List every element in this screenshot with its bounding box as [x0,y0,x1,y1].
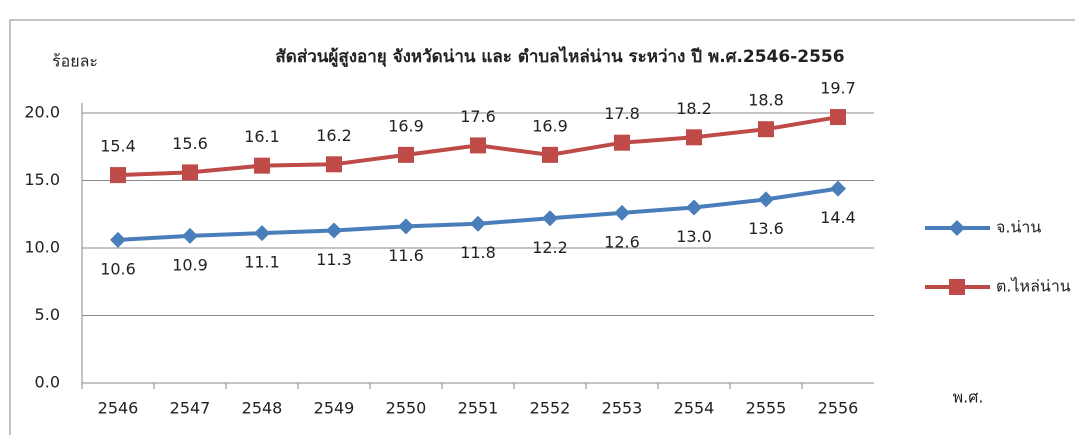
x-tick-label: 2546 [98,399,139,418]
data-point [542,210,558,227]
legend-label: ต.ไหล่น่าน [996,277,1071,296]
x-tick-label: 2555 [746,399,787,418]
x-tick-label: 2552 [530,399,571,418]
data-point [110,231,126,248]
data-label: 19.7 [820,79,856,98]
y-axis-label: ร้อยละ [52,52,98,71]
data-label: 10.9 [172,255,208,274]
data-label: 11.3 [316,250,352,269]
legend-label: จ.น่าน [996,218,1041,237]
data-point [542,146,558,163]
data-point [614,204,630,221]
data-label: 18.2 [676,99,712,118]
data-point [830,180,846,197]
data-label: 17.6 [460,107,496,126]
data-label: 12.2 [532,238,568,257]
data-label: 13.6 [748,219,784,238]
data-point [398,218,414,235]
data-label: 16.9 [532,116,568,135]
data-label: 11.6 [388,246,424,265]
data-point [758,121,774,138]
data-label: 18.8 [748,91,784,110]
data-label: 16.1 [244,127,280,146]
x-tick-label: 2553 [602,399,643,418]
x-tick-label: 2556 [818,399,859,418]
data-point [398,146,414,163]
data-point [110,167,126,184]
data-label: 12.6 [604,232,640,251]
data-point [254,225,270,242]
data-label: 11.1 [244,253,280,272]
legend-marker [949,220,965,236]
data-point [182,164,198,181]
x-tick-label: 2548 [242,399,283,418]
legend-marker [949,279,965,295]
data-label: 10.6 [100,259,136,278]
data-label: 15.6 [172,134,208,153]
data-point [326,222,342,239]
x-axis-label: พ.ศ. [953,388,984,407]
data-label: 16.2 [316,126,352,145]
data-label: 13.0 [676,227,712,246]
chart-frame [9,19,1075,435]
data-point [614,134,630,151]
data-point [758,191,774,208]
x-tick-label: 2551 [458,399,499,418]
x-tick-label: 2550 [386,399,427,418]
chart-title: สัดส่วนผู้สูงอายุ จังหวัดน่าน และ ตำบลไห… [275,46,844,68]
data-point [686,199,702,216]
data-label: 17.8 [604,104,640,123]
series-line [117,186,839,242]
data-label: 14.4 [820,208,856,227]
x-tick-label: 2549 [314,399,355,418]
y-tick-label: 20.0 [24,103,60,122]
data-label: 15.4 [100,137,136,156]
y-tick-label: 15.0 [24,170,60,189]
x-tick-label: 2547 [170,399,211,418]
data-point [470,215,486,232]
data-label: 11.8 [460,243,496,262]
data-point [326,156,342,173]
x-tick-label: 2554 [674,399,715,418]
data-label: 16.9 [388,116,424,135]
data-point [182,227,198,244]
y-tick-label: 0.0 [35,373,60,392]
y-tick-label: 10.0 [24,238,60,257]
y-tick-label: 5.0 [35,305,60,324]
data-point [686,129,702,146]
data-point [470,137,486,154]
data-point [254,157,270,174]
data-point [830,109,846,126]
